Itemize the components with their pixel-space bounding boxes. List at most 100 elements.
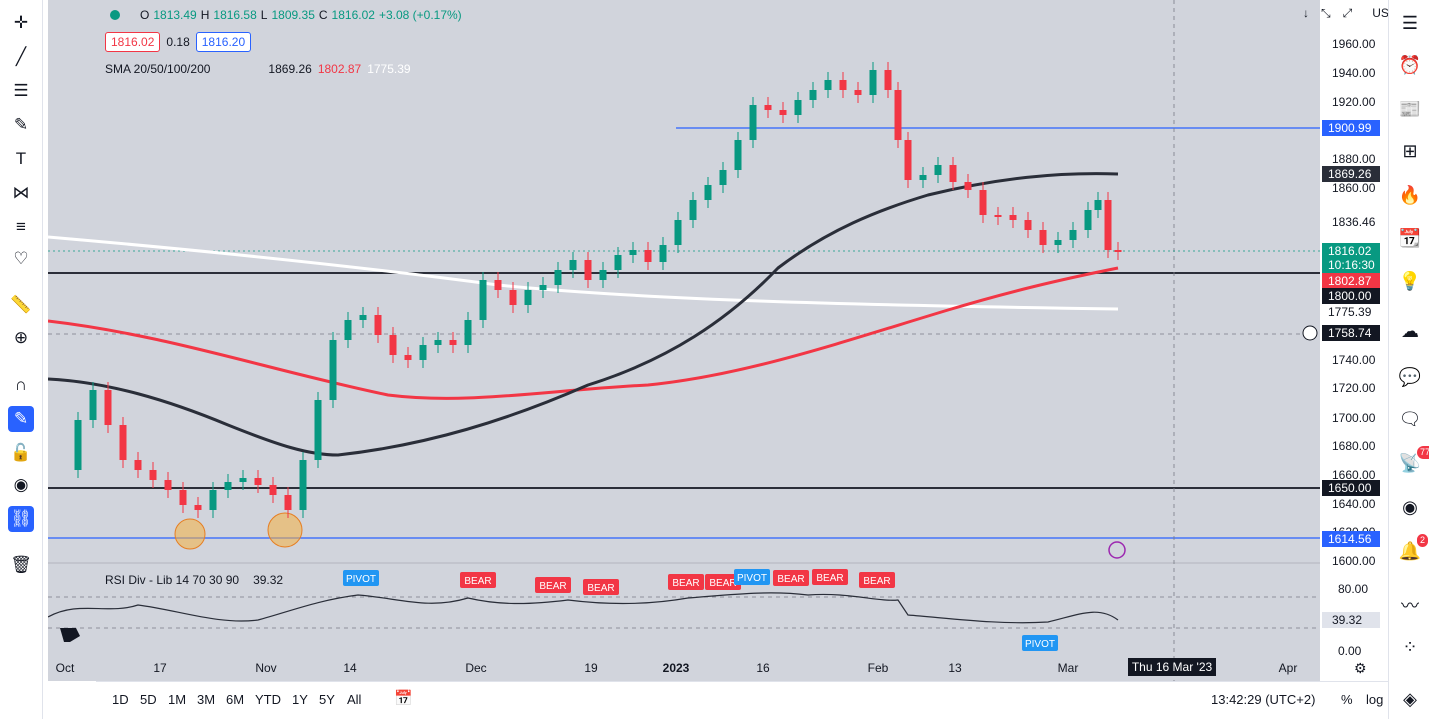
chart-canvas[interactable]: 1960.00 1940.00 1920.00 1880.00 1860.00 1836.… — [48, 0, 1383, 681]
range-1m[interactable]: 1M — [168, 692, 187, 707]
log-toggle[interactable]: log — [1366, 692, 1384, 707]
range-5y[interactable]: 5Y — [319, 692, 335, 707]
candle-body — [734, 140, 742, 170]
candle-body — [194, 505, 202, 510]
left-drawing-toolbar: ✛ ╱ ☰ ✎ T ⋈ ≡ ♡ 📏 ⊕ ∩ ✎ 🔓 ◉ ⛓ 🗑 — [0, 0, 43, 719]
buy-price-button[interactable]: 1816.20 — [195, 32, 252, 52]
calendar-icon[interactable]: 📆 — [1398, 227, 1422, 248]
unlock-icon[interactable]: 🔓 — [10, 443, 32, 462]
time-axis-label: Feb — [868, 661, 889, 675]
sma-value-2: 1802.87 — [317, 62, 362, 76]
candle-body — [659, 245, 667, 262]
crosshair-icon[interactable]: ✛ — [13, 13, 29, 32]
text-icon[interactable]: T — [15, 149, 27, 168]
range-1d[interactable]: 1D — [112, 692, 129, 707]
news-icon[interactable]: 📰 — [1398, 98, 1422, 119]
tag-sma200 — [1322, 304, 1380, 320]
sell-price-button[interactable]: 1816.02 — [105, 32, 161, 52]
broadcast-icon[interactable]: ◉ — [1402, 496, 1418, 517]
price-axis-label: 1740.00 — [1332, 353, 1376, 367]
candle-body — [869, 70, 877, 95]
lock-drawing-icon[interactable]: ✎ — [8, 406, 34, 432]
candle-body — [949, 165, 957, 182]
rsi-bear-label: BEAR — [668, 574, 704, 590]
zoom-icon[interactable]: ⊕ — [13, 328, 29, 347]
svg-text:BEAR: BEAR — [672, 578, 699, 589]
layers-icon[interactable]: ◈ — [1403, 688, 1417, 709]
add-list-icon[interactable]: ⊞ — [1402, 140, 1418, 161]
magnet-icon[interactable]: ∩ — [14, 375, 28, 394]
svg-text:PIVOT: PIVOT — [1025, 639, 1055, 650]
time-axis-label: Oct — [56, 661, 75, 675]
grid-dots-icon[interactable]: ⁘ — [1402, 636, 1418, 657]
svg-text:BEAR: BEAR — [863, 576, 890, 587]
candle-body — [299, 460, 307, 510]
high-value: 1816.58 — [213, 8, 257, 22]
alarm-clock-icon[interactable]: ⏰ — [1398, 54, 1422, 75]
candle-body — [1094, 200, 1102, 210]
hotlist-icon[interactable]: 🔥 — [1398, 184, 1422, 205]
range-1y[interactable]: 1Y — [292, 692, 308, 707]
chart-area[interactable]: 1960.00 1940.00 1920.00 1880.00 1860.00 1836.… — [48, 0, 1429, 720]
clock[interactable]: 13:42:29 (UTC+2) — [1211, 692, 1316, 707]
trash-icon[interactable]: 🗑 — [10, 555, 32, 574]
goto-date-icon[interactable]: 📅 — [394, 690, 413, 707]
price-axis-label: 1720.00 — [1332, 381, 1376, 395]
candle-body — [614, 255, 622, 270]
svg-text:BEAR: BEAR — [816, 573, 843, 584]
right-sidebar: ☰ ⏰ 📰 ⊞ 🔥 📆 💡 ☁ 💬 🗨 📡776 ◉ 🔔2 〰 ⁘ ◈ — [1388, 0, 1429, 719]
svg-text:BEAR: BEAR — [464, 576, 491, 587]
range-all[interactable]: All — [347, 692, 362, 707]
messages-icon[interactable]: 🗨 — [1398, 408, 1422, 429]
expand-icon[interactable]: ⤢ — [1342, 6, 1353, 20]
heart-icon[interactable]: ♡ — [13, 249, 29, 268]
percent-toggle[interactable]: % — [1341, 692, 1353, 707]
candle-body — [134, 460, 142, 470]
ideas-bulb-icon[interactable]: 💡 — [1398, 270, 1422, 291]
pattern-icon[interactable]: ⋈ — [12, 183, 30, 202]
candle-body — [494, 280, 502, 290]
tag-last-price-text: 1816.02 — [1328, 244, 1372, 258]
trend-icon[interactable]: 〰 — [1401, 596, 1419, 616]
range-6m[interactable]: 6M — [226, 692, 245, 707]
sma50-line — [48, 172, 1119, 457]
streams-icon[interactable]: 📡776 — [1397, 446, 1429, 476]
range-ytd[interactable]: YTD — [255, 692, 281, 707]
range-5d[interactable]: 5D — [140, 692, 157, 707]
candle-body — [554, 270, 562, 285]
symbol-status-icon — [110, 10, 120, 20]
svg-text:BEAR: BEAR — [777, 574, 804, 585]
eye-icon[interactable]: ◉ — [13, 475, 29, 494]
arrow-down-icon[interactable]: ↓ — [1303, 6, 1309, 20]
trendline-icon[interactable]: ╱ — [15, 47, 27, 66]
candle-body — [254, 478, 262, 485]
tag-1614 — [1322, 531, 1380, 547]
tag-sma50-text: 1869.26 — [1328, 167, 1372, 181]
chats-icon[interactable]: 💬 — [1398, 366, 1422, 387]
collapse-icon[interactable]: ⤡ — [1321, 6, 1331, 20]
brush-icon[interactable]: ✎ — [13, 115, 29, 134]
candle-body — [449, 340, 457, 345]
time-axis-label: Apr — [1279, 661, 1298, 675]
horizontal-lines-icon[interactable]: ☰ — [13, 81, 29, 100]
candle-body — [284, 495, 292, 510]
sma100-line — [48, 266, 1119, 400]
fib-icon[interactable]: ≡ — [16, 217, 26, 236]
range-3m[interactable]: 3M — [197, 692, 216, 707]
candle-body — [509, 290, 517, 305]
svg-text:BEAR: BEAR — [709, 578, 736, 589]
change-value: +3.08 (+0.17%) — [378, 8, 462, 22]
ruler-icon[interactable]: 📏 — [10, 295, 32, 314]
sma-value-3: 1775.39 — [367, 62, 411, 76]
watchlist-icon[interactable]: ☰ — [1401, 12, 1419, 33]
sma-legend[interactable]: SMA 20/50/100/200 1869.26 1802.87 1775.3… — [105, 62, 411, 76]
candle-body — [419, 345, 427, 360]
candle-body — [74, 420, 82, 470]
time-axis-label: 14 — [343, 661, 357, 675]
low-value: 1809.35 — [271, 8, 315, 22]
link-icon[interactable]: ⛓ — [8, 506, 34, 532]
rsi-bear-label: BEAR — [535, 577, 571, 593]
notifications-bell-icon[interactable]: 🔔 2 — [1397, 534, 1429, 564]
chat-icon[interactable]: ☁ — [1401, 320, 1419, 341]
rsi-legend[interactable]: RSI Div - Lib 14 70 30 90 39.32 — [105, 573, 283, 587]
